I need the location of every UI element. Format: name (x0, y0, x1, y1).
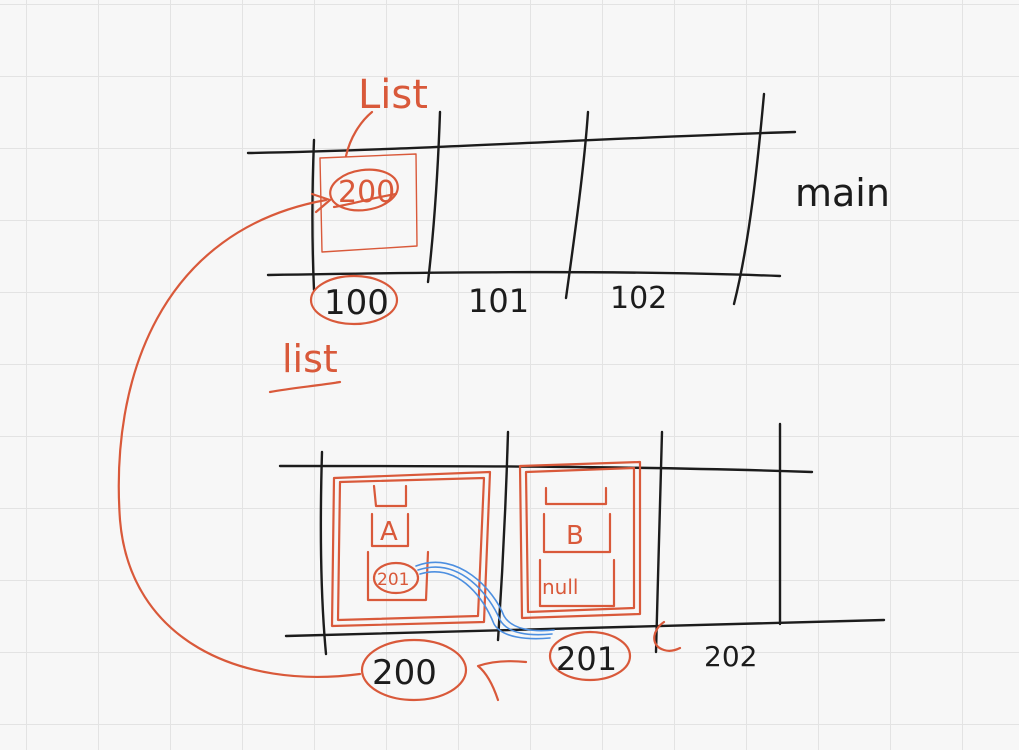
list-reference-arrow (117, 192, 362, 678)
list-cell-100: 200 (319, 153, 418, 253)
address-101: 101 (468, 282, 529, 320)
bottom-memory-strip (278, 422, 886, 656)
top-memory-strip (246, 92, 797, 306)
node-b: B null (518, 460, 642, 620)
next-pointer-arrow (415, 561, 555, 640)
address-202: 202 (704, 640, 757, 673)
node-b-data: B (566, 521, 584, 551)
variable-name: list (282, 337, 338, 381)
node-a-data: A (380, 517, 398, 547)
address-201: 201 (556, 640, 617, 678)
list-annotation: List (344, 72, 428, 158)
node-b-next: null (542, 575, 578, 599)
address-100: 100 (324, 283, 389, 323)
address-200: 200 (372, 653, 437, 693)
main-label: main (795, 171, 890, 215)
top-addresses: 100 101 102 (309, 274, 667, 326)
variable-label: list (268, 337, 342, 394)
node-a: A 201 (330, 470, 492, 628)
node-a-next: 201 (377, 570, 409, 590)
bottom-addresses: 200 201 202 (360, 620, 757, 702)
list-type-label: List (358, 72, 428, 118)
address-102: 102 (610, 281, 667, 316)
